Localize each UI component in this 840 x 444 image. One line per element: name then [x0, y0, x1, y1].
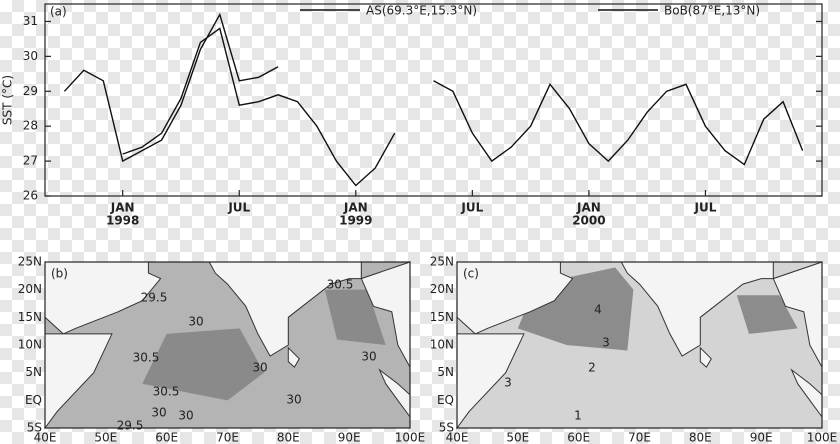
lat-label: 5N	[25, 365, 42, 379]
contour-label: 29.5	[117, 419, 144, 433]
lon-label: 70E	[628, 431, 651, 444]
x-year-label: 1999	[339, 214, 372, 228]
y-tick-label: 29	[23, 84, 38, 98]
x-tick-label: JUL	[460, 201, 483, 215]
legend-label: AS(69.3°E,15.3°N)	[366, 4, 477, 18]
panel-label: (b)	[51, 267, 68, 281]
lat-label: 25N	[18, 255, 42, 269]
contour-label: 30	[361, 350, 376, 364]
x-tick-label: JUL	[694, 201, 717, 215]
legend-label: BoB(87°E,13°N)	[664, 4, 760, 18]
contour-label: 30.5	[133, 351, 160, 365]
contour-label: 30.5	[327, 278, 354, 292]
panel-a-frame	[44, 3, 823, 197]
lat-label: 10N	[18, 338, 42, 352]
y-tick-label: 30	[23, 49, 38, 63]
land	[287, 346, 300, 368]
lon-label: 90E	[750, 431, 773, 444]
lat-label: EQ	[25, 393, 42, 407]
lat-label: EQ	[437, 393, 454, 407]
lat-label: 25N	[430, 255, 454, 269]
series-line	[122, 27, 804, 187]
lon-label: 80E	[277, 431, 300, 444]
lat-label: 20N	[430, 282, 454, 296]
map-frame	[44, 261, 411, 429]
contour-label: 3	[602, 336, 610, 350]
lon-label: 80E	[689, 431, 712, 444]
land	[699, 346, 712, 368]
lon-label: 90E	[338, 431, 361, 444]
lon-label: 40E	[446, 431, 469, 444]
lat-label: 15N	[430, 310, 454, 324]
land	[44, 261, 162, 335]
lat-label: 5S	[439, 421, 454, 435]
contour-label: 30	[188, 315, 203, 329]
panel-label: (a)	[50, 5, 67, 19]
y-tick-label: 31	[23, 14, 38, 28]
lon-label: 60E	[155, 431, 178, 444]
map-frame	[456, 261, 823, 429]
panel-label: (c)	[463, 267, 479, 281]
lat-label: 5N	[437, 365, 454, 379]
shaded-region	[142, 289, 386, 401]
lon-label: 70E	[216, 431, 239, 444]
lat-label: 5S	[27, 421, 42, 435]
y-tick-label: 27	[23, 154, 38, 168]
y-tick-label: 26	[23, 189, 38, 203]
lon-label: 100E	[395, 431, 426, 444]
lat-label: 15N	[18, 310, 42, 324]
contour-label: 30	[286, 393, 301, 407]
lon-label: 50E	[506, 431, 529, 444]
x-tick-label: JAN	[343, 201, 368, 215]
lat-label: 20N	[18, 282, 42, 296]
contour-label: 3	[504, 376, 512, 390]
x-year-label: 2000	[572, 214, 605, 228]
x-tick-label: JAN	[576, 201, 601, 215]
contour-label: 30.5	[153, 385, 180, 399]
x-tick-label: JUL	[227, 201, 250, 215]
lon-label: 60E	[567, 431, 590, 444]
land	[456, 261, 574, 335]
y-axis-label: SST (°C)	[1, 75, 15, 125]
contour-label: 2	[588, 361, 596, 375]
lat-label: 10N	[430, 338, 454, 352]
x-tick-label: JAN	[110, 201, 135, 215]
x-year-label: 1998	[106, 214, 139, 228]
contour-label: 30	[178, 409, 193, 423]
contour-label: 29.5	[141, 291, 168, 305]
contour-label: 1	[574, 409, 582, 423]
lon-label: 50E	[94, 431, 117, 444]
lon-label: 100E	[807, 431, 838, 444]
shaded-region	[517, 267, 798, 351]
contour-label: 30	[151, 406, 166, 420]
lon-label: 40E	[34, 431, 57, 444]
contour-label: 30	[252, 361, 267, 375]
y-tick-label: 28	[23, 119, 38, 133]
contour-label: 4	[594, 303, 602, 317]
series-line	[63, 12, 279, 163]
